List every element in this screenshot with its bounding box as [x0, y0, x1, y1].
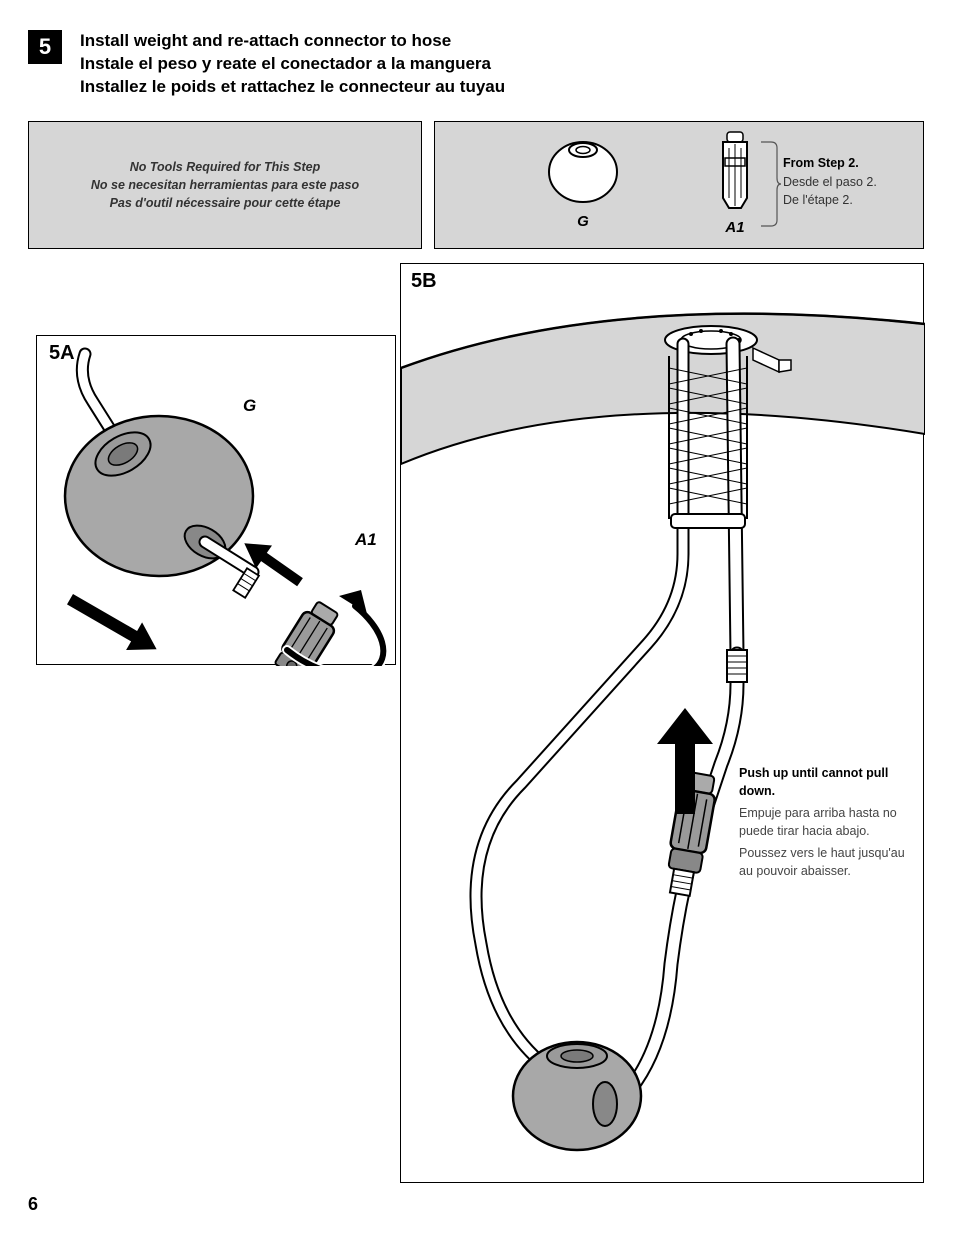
part-g-label: G	[545, 213, 621, 230]
diagram-5a-icon	[37, 336, 397, 666]
part-g: G	[545, 130, 621, 230]
page-number: 6	[28, 1194, 38, 1215]
tools-label-fr: Pas d'outil nécessaire pour cette étape	[110, 194, 341, 212]
tools-label-es: No se necesitan herramientas para este p…	[91, 176, 359, 194]
step-title-en: Install weight and re-attach connector t…	[80, 30, 505, 53]
weight-ball-icon	[545, 130, 621, 206]
part-a1-label: A1	[715, 219, 755, 236]
part-a1: A1	[715, 128, 755, 236]
top-row: No Tools Required for This Step No se ne…	[28, 121, 926, 249]
label-g-5a: G	[243, 396, 256, 416]
page: 5 Install weight and re-attach connector…	[0, 0, 954, 1235]
step-title-es: Instale el peso y reate el conectador a …	[80, 53, 505, 76]
label-a1-5a: A1	[355, 530, 377, 550]
panel-5a: 5A	[36, 335, 396, 665]
parts-box: G A1 From Step 2. Desde el paso 2.	[434, 121, 924, 249]
step-titles: Install weight and re-attach connector t…	[80, 30, 505, 99]
from-step-text: From Step 2. Desde el paso 2. De l'étape…	[783, 154, 911, 210]
from-step-fr: De l'étape 2.	[783, 191, 911, 210]
push-text-fr: Poussez vers le haut jusqu'au au pouvoir…	[739, 844, 909, 880]
tools-box: No Tools Required for This Step No se ne…	[28, 121, 422, 249]
step-number-badge: 5	[28, 30, 62, 64]
from-step-es: Desde el paso 2.	[783, 173, 911, 192]
from-step-en: From Step 2.	[783, 154, 911, 173]
bracket-icon	[757, 134, 781, 234]
step-header: 5 Install weight and re-attach connector…	[28, 30, 926, 99]
panel-5b: 5B	[400, 263, 924, 1183]
step-number: 5	[39, 34, 51, 60]
tools-label-en: No Tools Required for This Step	[130, 158, 321, 176]
step-title-fr: Installez le poids et rattachez le conne…	[80, 76, 505, 99]
connector-icon	[715, 128, 755, 212]
push-text-en: Push up until cannot pull down.	[739, 764, 909, 800]
push-text-es: Empuje para arriba hasta no puede tirar …	[739, 804, 909, 840]
diagram-5b-icon	[401, 264, 925, 1184]
push-text: Push up until cannot pull down. Empuje p…	[739, 764, 909, 885]
main-diagrams: 5B	[28, 263, 926, 1183]
